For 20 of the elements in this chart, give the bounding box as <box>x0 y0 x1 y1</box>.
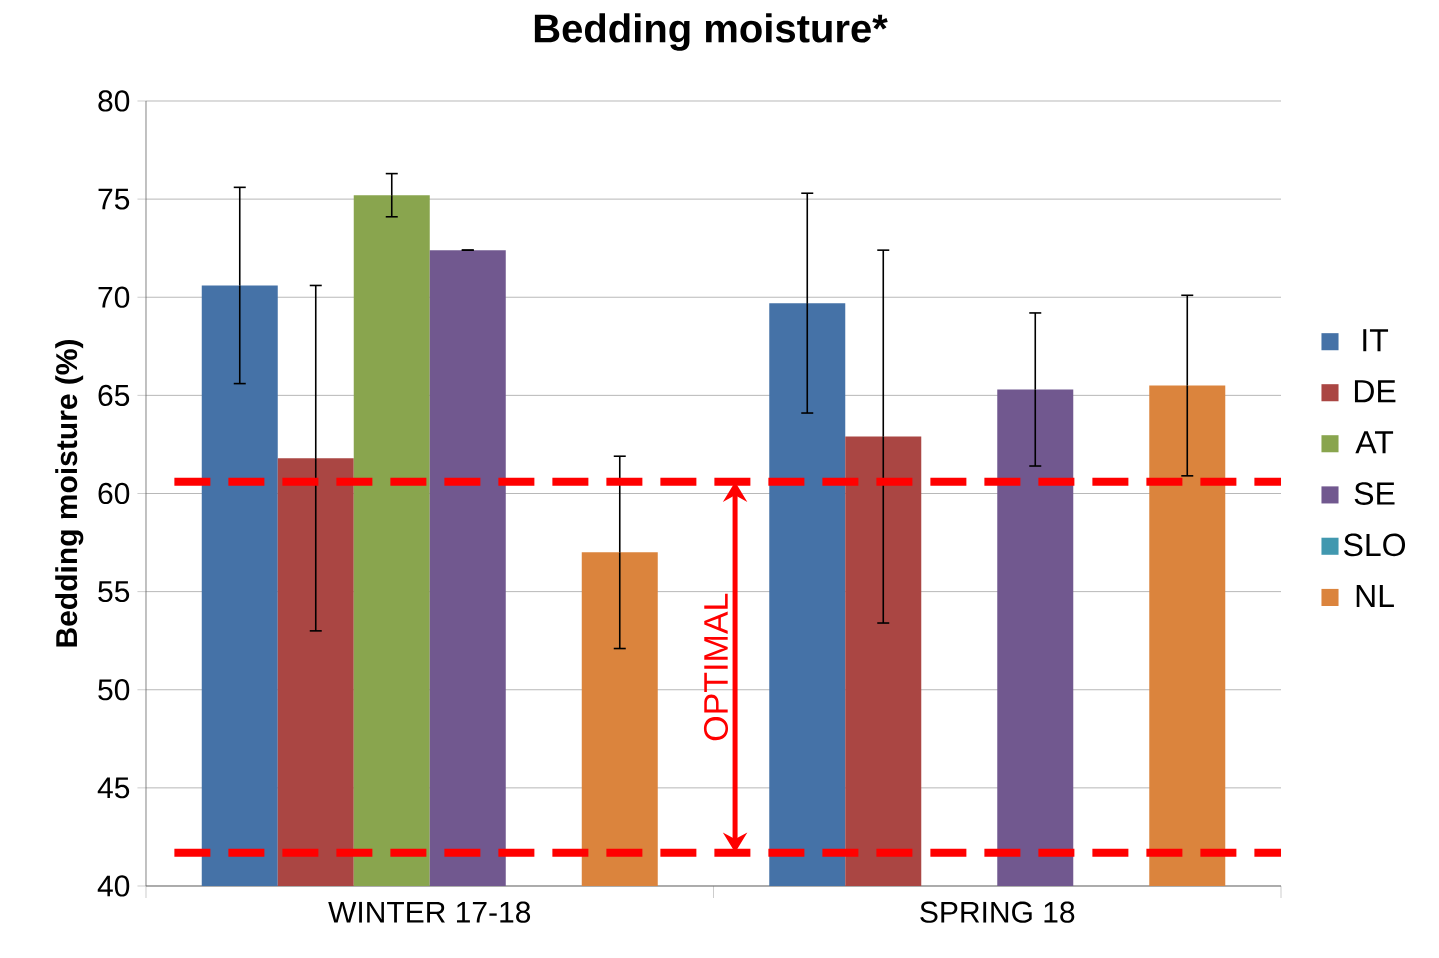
y-tick-label: 60 <box>98 482 130 505</box>
y-tick-label: 80 <box>98 90 130 112</box>
chart-title: Bedding moisture* <box>534 13 888 51</box>
y-tick-label: 45 <box>97 777 130 799</box>
y-tick-label: 75 <box>98 188 130 210</box>
y-axis-title: Bedding moisture (%) <box>55 340 84 647</box>
legend-label: SLO <box>1343 533 1406 557</box>
x-tick-label: WINTER 17-18 <box>328 901 531 923</box>
y-tick-label: 70 <box>98 286 130 308</box>
x-tick-label: SPRING 18 <box>920 901 1075 923</box>
legend-label: SE <box>1354 482 1395 505</box>
legend-label: DE <box>1354 380 1396 403</box>
legend-label: NL <box>1356 584 1394 607</box>
y-tick-label: 65 <box>98 384 130 406</box>
legend-label: AT <box>1355 431 1394 454</box>
annotation: OPTIMAL <box>703 593 729 741</box>
y-tick-label: 55 <box>98 581 130 603</box>
y-tick-label: 40 <box>97 875 130 897</box>
legend-label: IT <box>1363 329 1389 352</box>
y-tick-label: 50 <box>98 679 130 701</box>
